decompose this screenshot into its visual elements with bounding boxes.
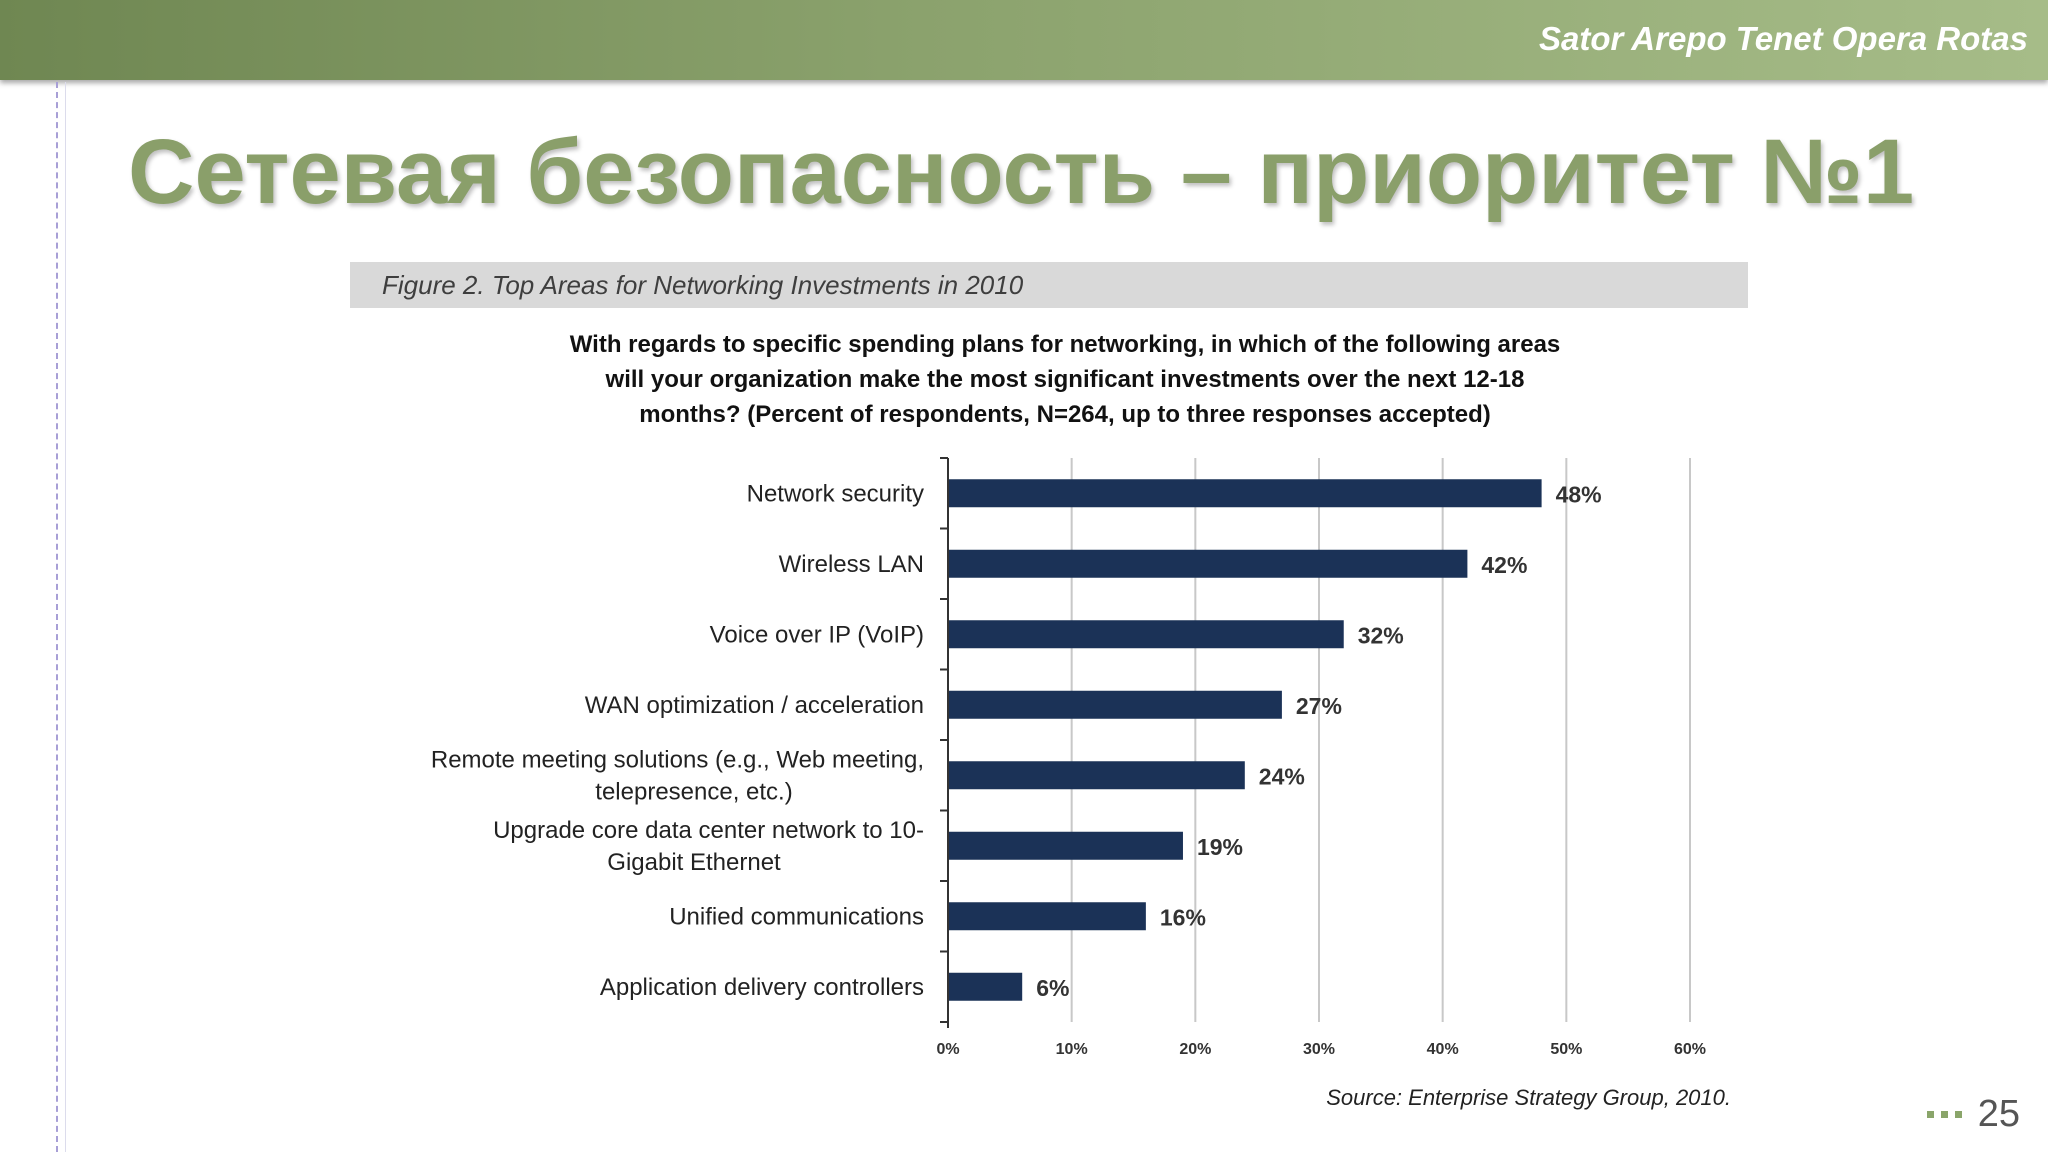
category-label: Wireless LAN bbox=[779, 551, 924, 578]
page-number: 25 bbox=[1977, 1093, 2020, 1135]
bar bbox=[949, 479, 1542, 508]
bar bbox=[949, 761, 1245, 790]
x-tick-label: 50% bbox=[1550, 1041, 1582, 1058]
x-tick-label: 40% bbox=[1427, 1041, 1459, 1058]
bar bbox=[949, 831, 1183, 860]
margin-solid-line bbox=[65, 82, 66, 1152]
source-note: Source: Enterprise Strategy Group, 2010. bbox=[1326, 1085, 1731, 1110]
category-label: Remote meeting solutions (e.g., Web meet… bbox=[431, 746, 924, 773]
figure-caption-bar bbox=[350, 262, 1748, 308]
chart-question: With regards to specific spending plans … bbox=[480, 327, 1650, 432]
header-text: Sator Arepo Tenet Opera Rotas bbox=[1539, 20, 2028, 57]
chart-question-line-2: will your organization make the most sig… bbox=[605, 366, 1525, 393]
data-label: 48% bbox=[1556, 481, 1602, 507]
header-band bbox=[0, 0, 2048, 80]
data-label: 19% bbox=[1197, 834, 1243, 860]
chart-question-line-3: months? (Percent of respondents, N=264, … bbox=[639, 401, 1491, 428]
category-label: Network security bbox=[747, 480, 924, 507]
category-label: Gigabit Ethernet bbox=[607, 849, 781, 876]
x-tick-label: 10% bbox=[1056, 1041, 1088, 1058]
x-tick-label: 60% bbox=[1674, 1041, 1706, 1058]
data-label: 27% bbox=[1296, 693, 1342, 719]
bar bbox=[949, 972, 1023, 1001]
bar bbox=[949, 620, 1344, 649]
dots-icon bbox=[1926, 1111, 1962, 1118]
data-label: 6% bbox=[1036, 975, 1069, 1001]
figure-caption: Figure 2. Top Areas for Networking Inves… bbox=[382, 270, 1024, 300]
bar bbox=[949, 549, 1468, 578]
margin-dashed-line bbox=[56, 82, 58, 1152]
category-label: telepresence, etc.) bbox=[595, 778, 792, 805]
x-tick-label: 30% bbox=[1303, 1041, 1335, 1058]
data-label: 24% bbox=[1259, 763, 1305, 789]
category-label: Upgrade core data center network to 10- bbox=[493, 817, 924, 844]
category-label: WAN optimization / acceleration bbox=[585, 692, 924, 719]
data-label: 32% bbox=[1358, 622, 1404, 648]
category-label: Unified communications bbox=[669, 903, 924, 930]
category-label: Voice over IP (VoIP) bbox=[710, 621, 924, 648]
data-label: 16% bbox=[1160, 904, 1206, 930]
page-number-area: 25 bbox=[1926, 1093, 2020, 1136]
category-label: Application delivery controllers bbox=[600, 974, 924, 1001]
bar bbox=[949, 690, 1282, 719]
x-tick-label: 20% bbox=[1179, 1041, 1211, 1058]
bar bbox=[949, 902, 1146, 931]
chart-question-line-1: With regards to specific spending plans … bbox=[569, 331, 1561, 358]
slide-title: Сетевая безопасность – приоритет №1 bbox=[128, 121, 1915, 223]
data-label: 42% bbox=[1481, 552, 1527, 578]
x-tick-label: 0% bbox=[936, 1041, 959, 1058]
